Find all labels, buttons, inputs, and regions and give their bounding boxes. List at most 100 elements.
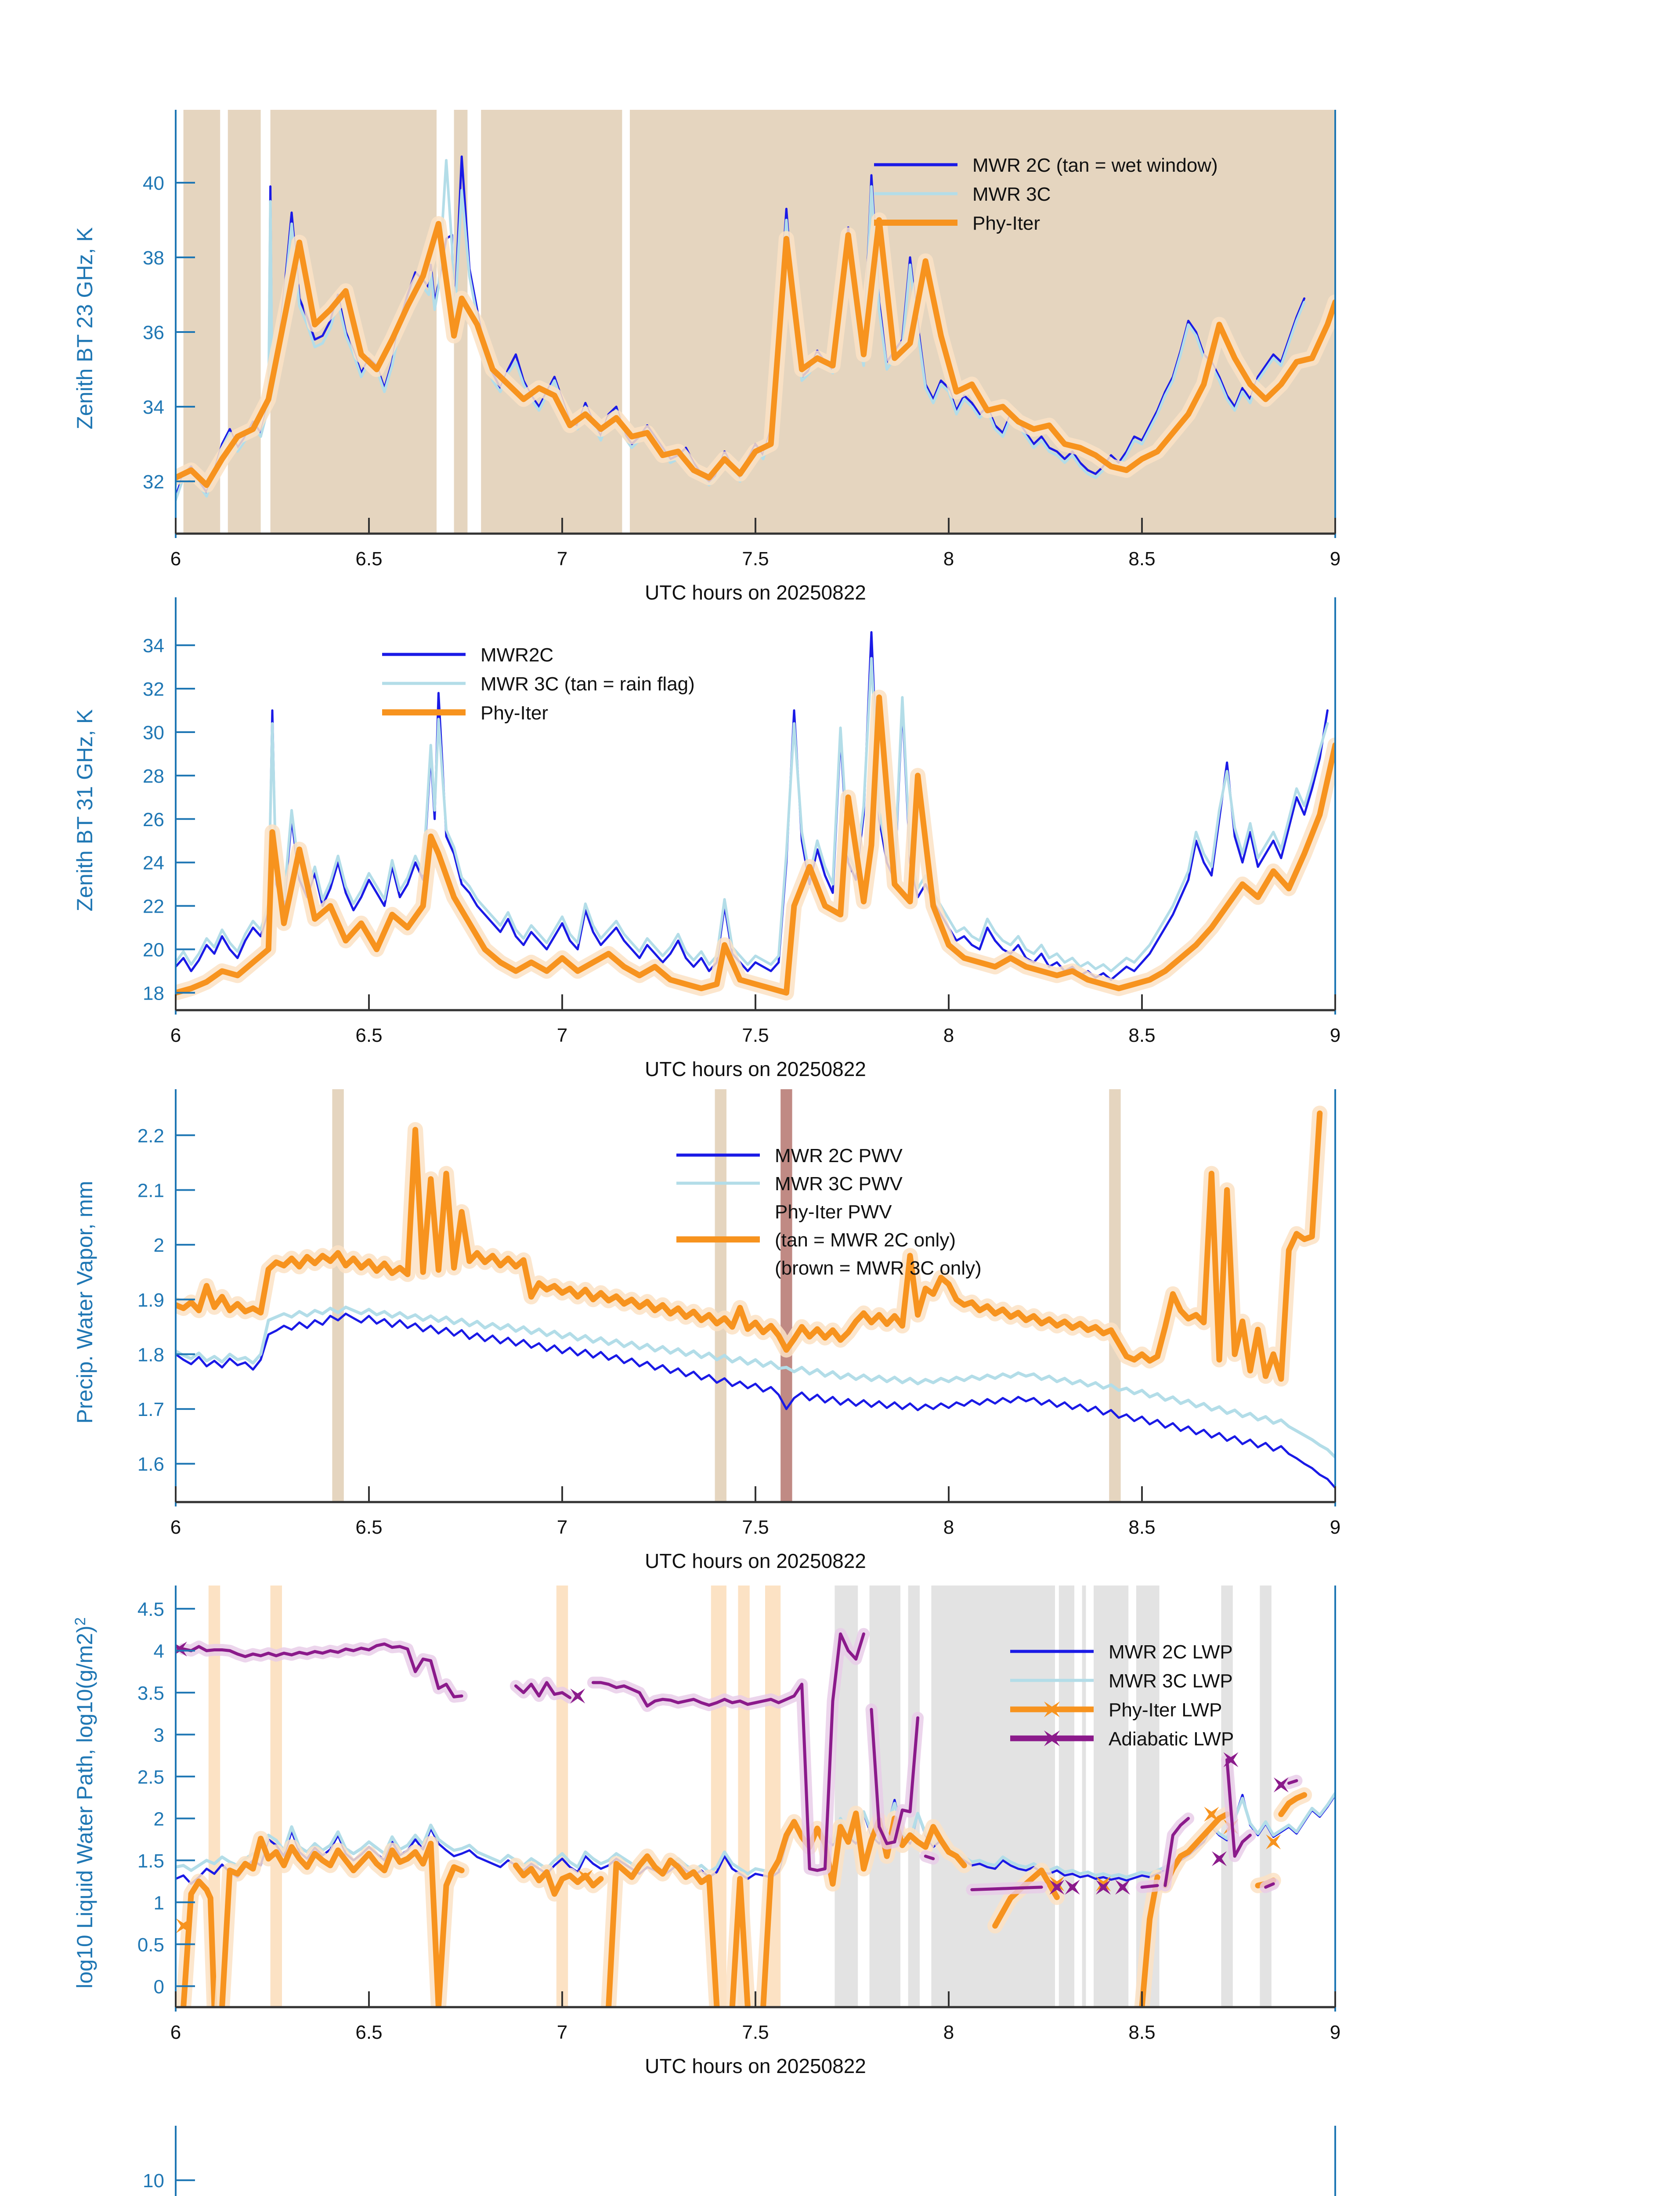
shaded-band [1059,1586,1074,2007]
y-tick-label: 20 [143,939,164,961]
y-tick-label: 2.1 [137,1180,164,1201]
x-axis-label: UTC hours on 20250822 [645,1549,866,1572]
shaded-band [228,110,261,534]
panel2-svg: 18 20 22 24 26 28 30 32 34 6 6.5 7 7.5 8 8.5 9 UTC hours… [72,597,1340,1080]
legend-label: MWR 3C (tan = rain flag) [481,673,695,695]
legend-label: MWR2C [481,644,553,666]
legend-label: Phy-Iter [972,213,1040,234]
x-tick-label: 8.5 [1128,548,1155,570]
x-tick-label: 6.5 [355,1025,382,1046]
y-tick-label: 40 [143,173,164,194]
shaded-band [1260,1586,1272,2007]
data-marker [1223,1752,1239,1767]
y-tick-label: 34 [143,397,164,418]
shaded-band [481,110,622,534]
y-tick-label: 28 [143,766,164,787]
y-tick-label: 1.9 [137,1289,164,1311]
y-tick-label: 1.8 [137,1344,164,1365]
x-tick-label: 7.5 [742,1025,769,1046]
data-marker [1204,1806,1219,1822]
data-marker [1096,1879,1111,1895]
data-marker [176,1641,187,1657]
x-tick-label: 6 [170,2022,181,2043]
y-tick-label: 2.5 [137,1766,164,1788]
series-mwr2c [176,631,1329,981]
legend: MWR2C MWR 3C (tan = rain flag) Phy-Iter [382,644,695,724]
x-tick-label: 7 [557,1517,567,1538]
y-axis-label: Zenith BT 23 GHz, K [72,227,97,429]
legend-label: MWR 3C [972,184,1051,205]
legend-label: (tan = MWR 2C only) [775,1229,956,1251]
x-tick-label: 6 [170,1517,181,1538]
x-tick-label: 9 [1330,2022,1340,2043]
x-axis-label: UTC hours on 20250822 [645,581,866,604]
x-axis-label: UTC hours on 20250822 [645,2055,866,2077]
x-tick-label: 6.5 [355,2022,382,2043]
legend-label: Adiabatic LWP [1109,1728,1234,1750]
x-tick-label: 8.5 [1128,2022,1155,2043]
series-mwr-3c-pwv [176,1305,1335,1459]
y-tick-label: 32 [143,471,164,493]
x-tick-label: 9 [1330,548,1340,570]
y-tick-label: 0 [154,1976,164,1997]
y-axis-label: log10 Liquid Water Path, log10(g/m2)2 [72,1617,97,1988]
legend: MWR 2C LWP MWR 3C LWP Phy-Iter LWP Adiabati… [1010,1641,1234,1750]
shaded-band [780,1089,792,1502]
x-tick-label: 6.5 [355,548,382,570]
panel-bt31: 18 20 22 24 26 28 30 32 34 6 6.5 7 7.5 8 8.5 9 UTC hours… [0,584,1680,1080]
legend-marker [1044,1701,1060,1717]
legend-label: MWR 3C LWP [1109,1670,1233,1692]
y-tick-label: 32 [143,679,164,700]
shaded-band [332,1089,344,1502]
y-tick-label: 1.6 [137,1454,164,1475]
panel-lwp: 0 0.5 1 1.5 2 2.5 3 3.5 4 4.5 6 6.5 7 7.5 8 8.5 9 UTC hou… [0,1568,1680,2113]
series-phy-iter [176,690,1335,1000]
x-tick-label: 7 [557,548,567,570]
panel1-svg: 32 34 36 38 40 6 6.5 7 7.5 8 8.5 9 UTC hours on 2025… [72,110,1340,604]
shaded-band [931,1586,1055,2007]
series-mwr-2c-pwv [176,1312,1335,1489]
x-tick-label: 7 [557,1025,567,1046]
y-tick-label: 34 [143,635,164,657]
y-tick-label: 2 [154,1808,164,1830]
panel4-plot-area [176,1586,1335,2007]
legend: MWR 2C (tan = wet window) MWR 3C Phy-Iter [874,155,1218,234]
shaded-band [1109,1089,1121,1502]
data-marker [1273,1777,1289,1792]
x-axis-label: UTC hours on 20250822 [645,1058,866,1080]
y-tick-label: 18 [143,982,164,1004]
legend-label: MWR 3C PWV [775,1173,903,1195]
x-tick-label: 6 [170,1025,181,1046]
legend-label: Phy-Iter [481,702,548,724]
y-tick-label: 2 [154,1235,164,1256]
y-axis-label: Zenith BT 31 GHz, K [72,709,97,911]
y-tick-label: 26 [143,809,164,831]
legend: MWR 2C PWV MWR 3C PWV Phy-Iter PWV (tan = M… [676,1145,982,1279]
x-tick-label: 9 [1330,1517,1340,1538]
data-marker [1049,1879,1065,1895]
x-tick-label: 7.5 [742,2022,769,2043]
y-tick-label: 3.5 [137,1683,164,1704]
data-marker [176,1918,191,1933]
legend-marker [1044,1730,1060,1746]
y-tick-label: 30 [143,722,164,744]
x-tick-label: 8.5 [1128,1025,1155,1046]
panel4-svg: 0 0.5 1 1.5 2 2.5 3 3.5 4 4.5 6 6.5 7 7.5 8 8.5 9 UTC hou… [72,1586,1340,2077]
series-mwr-3c-lwp [176,1791,1335,1879]
legend-label: (brown = MWR 3C only) [775,1257,982,1279]
data-marker [1049,1876,1065,1892]
series-phy-iter [176,212,1335,493]
data-marker [1212,1851,1227,1866]
data-marker [1096,1876,1111,1892]
x-tick-label: 7.5 [742,548,769,570]
y-tick-label: 4 [154,1640,164,1662]
y-tick-label: 2.2 [137,1125,164,1147]
series-phy-iter-pwv [176,1105,1328,1387]
shaded-band [1082,1586,1086,2007]
data-marker [1115,1879,1130,1895]
y-tick-label: 3 [154,1724,164,1746]
panel-pwv: 1.6 1.7 1.8 1.9 2 2.1 2.2 6 6.5 7 7.5 8 8.5 9 UTC hour… [0,1076,1680,1572]
legend-label: MWR 2C PWV [775,1145,903,1167]
